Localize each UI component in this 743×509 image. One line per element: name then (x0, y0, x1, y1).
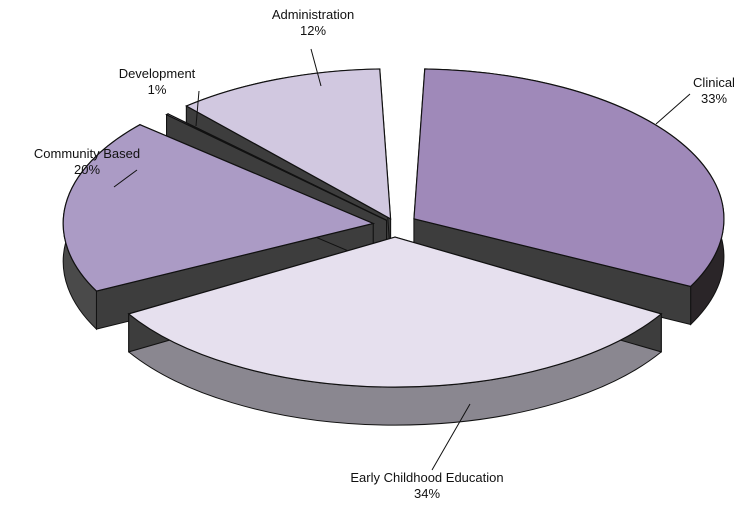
slice-label: Clinical (693, 75, 735, 90)
slice-value-label: 20% (74, 162, 100, 177)
slice-community-based (62, 124, 376, 292)
slice-value-label: 33% (701, 91, 727, 106)
leader-line (310, 48, 322, 87)
slice-value-label: 34% (414, 486, 440, 501)
leader-line (431, 403, 471, 471)
slice-label: Early Childhood Education (350, 470, 503, 485)
leader-lines-layer (113, 48, 691, 471)
slice-administration (185, 68, 392, 220)
slice-value-label: 12% (300, 23, 326, 38)
slice-tops-layer (62, 68, 725, 388)
leader-line (113, 169, 138, 188)
leader-line (195, 90, 200, 127)
slice-early-childhood-education (127, 236, 663, 388)
slice-label: Community Based (34, 146, 140, 161)
leader-line (655, 93, 691, 125)
slice-label: Administration (272, 7, 354, 22)
slice-label: Development (119, 66, 196, 81)
slice-clinical (413, 68, 725, 288)
slice-value-label: 1% (148, 82, 167, 97)
slice-development (165, 113, 387, 221)
